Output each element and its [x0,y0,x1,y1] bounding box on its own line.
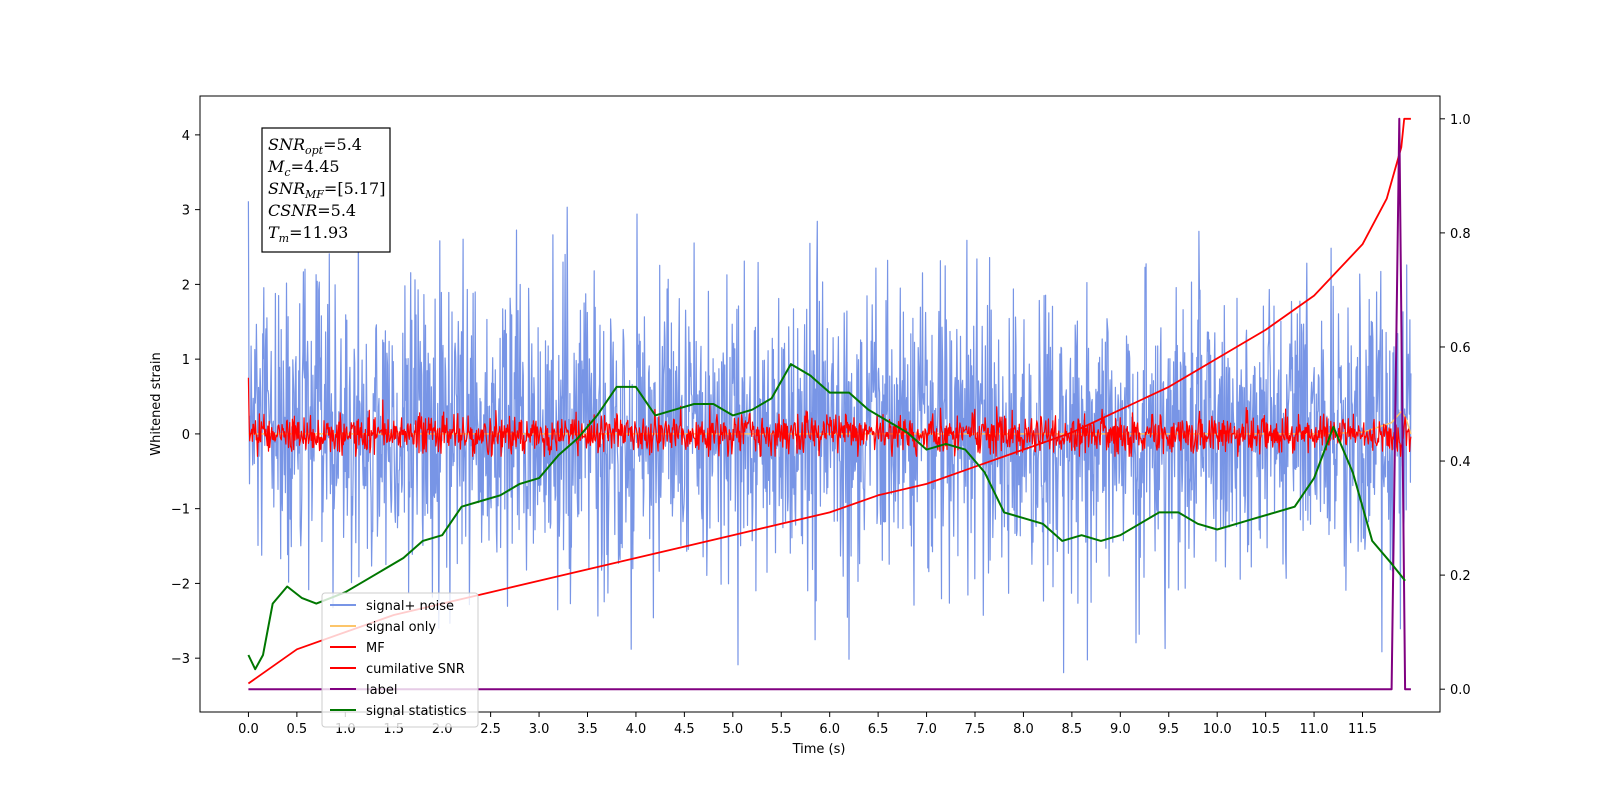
y2-tick-label: 0.0 [1450,683,1471,698]
series-line-signal-statistics [247,363,1406,671]
y2-tick-label: 1.0 [1450,113,1471,128]
x-tick-label: 2.5 [480,722,501,737]
series-line-signal-only [248,410,1412,435]
series-line-mf [247,377,1412,457]
x-tick-label: 4.5 [674,722,695,737]
y-tick-label: 1 [182,353,190,368]
y-axis-right: 0.0 0.2 0.4 0.6 0.8 1.0 [1440,113,1471,698]
y-axis-left: −3 −2 −1 0 1 2 3 4 [171,129,200,667]
x-tick-label: 9.0 [1110,722,1131,737]
y-tick-label: −1 [171,503,190,518]
y2-tick-label: 0.8 [1450,227,1471,242]
info-line: Tm=11.93 [268,223,348,245]
x-tick-label: 0.0 [238,722,259,737]
legend-label: cumilative SNR [366,662,465,677]
axes-frame [199,95,1441,713]
legend: signal+ noise signal only MF cumilative SNR… [321,592,479,728]
x-tick-label: 3.0 [529,722,550,737]
info-line: SNRMF=[5.17] [268,179,385,201]
y2-tick-label: 0.4 [1450,455,1471,470]
x-axis: 0.0 0.5 1.0 1.5 2.0 2.5 3.0 3.5 4.0 4.5 5.0 5.5 6.0 6… [238,712,1377,737]
info-line: SNRopt=5.4 [268,135,362,157]
x-tick-label: 11.0 [1300,722,1329,737]
x-tick-label: 5.5 [771,722,792,737]
info-line: Mc=4.45 [267,157,340,179]
legend-label: MF [366,641,385,656]
legend-label: signal statistics [366,704,467,719]
legend-label: label [366,683,397,698]
x-tick-label: 11.5 [1348,722,1377,737]
x-tick-label: 6.5 [868,722,889,737]
x-tick-label: 10.0 [1203,722,1232,737]
y-tick-label: 0 [182,428,190,443]
info-line: CSNR=5.4 [268,201,356,220]
y-tick-label: 2 [182,278,190,293]
x-tick-label: 0.5 [287,722,308,737]
x-tick-label: 4.0 [626,722,647,737]
x-tick-label: 5.0 [722,722,743,737]
x-tick-label: 7.0 [916,722,937,737]
legend-label: signal only [366,620,436,635]
y-tick-label: 4 [182,129,190,144]
x-axis-title: Time (s) [792,742,846,757]
y-tick-label: −3 [171,652,190,667]
info-box-frame [261,127,391,253]
x-tick-label: 6.0 [819,722,840,737]
x-tick-label: 8.0 [1013,722,1034,737]
y-tick-label: −2 [171,577,190,592]
y-axis-title: Whitened strain [149,352,164,455]
x-tick-label: 9.5 [1158,722,1179,737]
legend-frame [321,592,479,728]
y2-tick-label: 0.2 [1450,569,1471,584]
series-line-label [248,117,1411,691]
legend-label: signal+ noise [366,599,454,614]
x-tick-label: 7.5 [965,722,986,737]
y-tick-label: 3 [182,204,190,219]
x-tick-label: 8.5 [1062,722,1083,737]
x-tick-label: 10.5 [1251,722,1280,737]
x-tick-label: 3.5 [577,722,598,737]
y2-tick-label: 0.6 [1450,341,1471,356]
